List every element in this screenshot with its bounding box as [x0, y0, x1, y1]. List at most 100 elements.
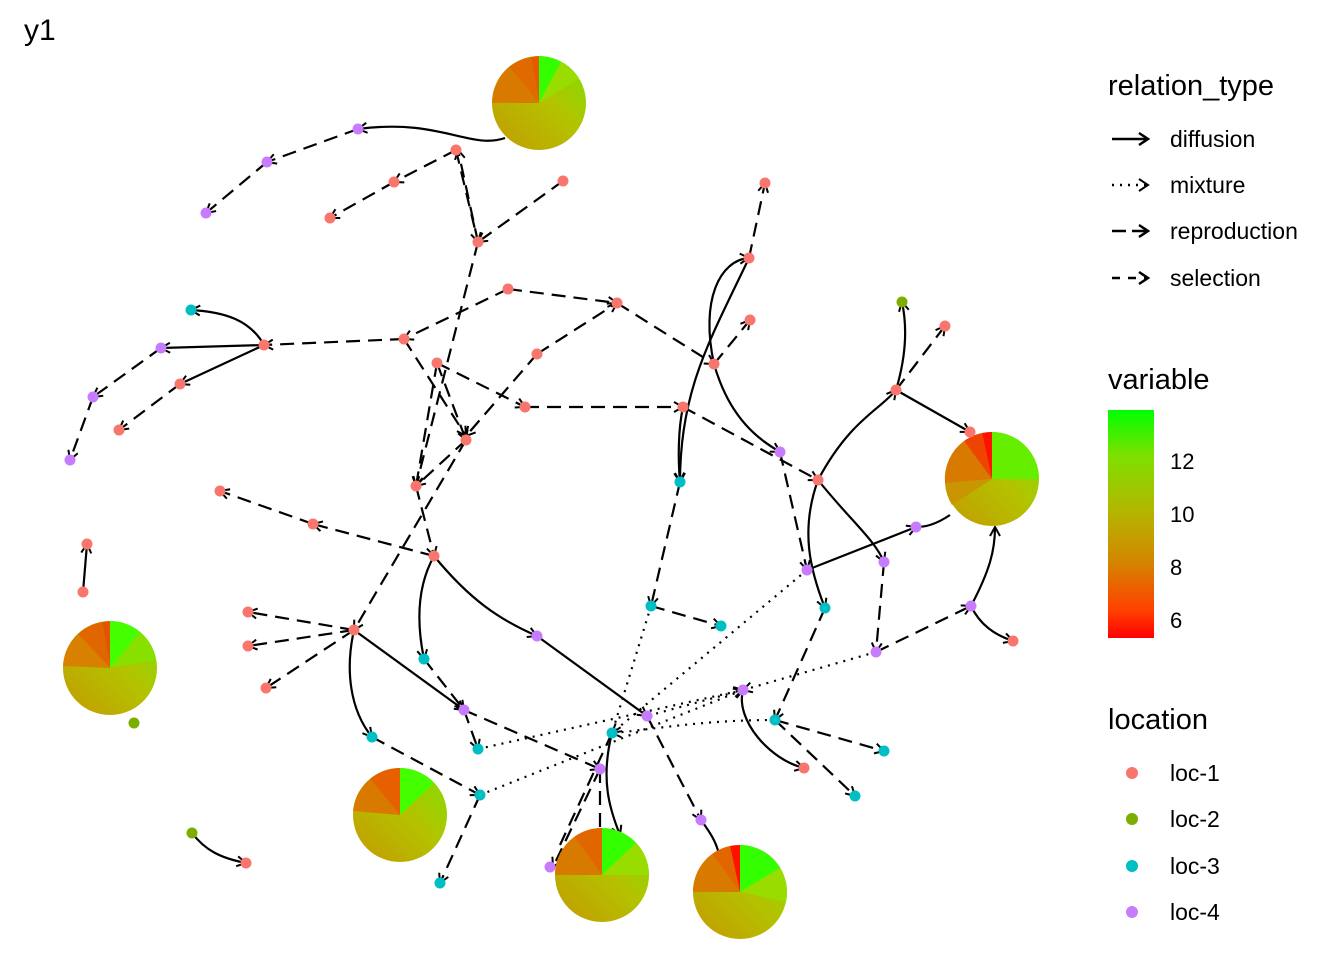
- node-loc-3: [769, 714, 781, 726]
- edge: [807, 479, 825, 608]
- node-loc-2: [128, 717, 140, 729]
- edge: [403, 338, 466, 436]
- edge: [119, 383, 181, 430]
- node-loc-1: [531, 348, 543, 360]
- edge: [651, 481, 682, 606]
- edge: [220, 491, 314, 526]
- node-loc-4: [641, 710, 653, 722]
- edge: [248, 612, 355, 632]
- edge: [433, 555, 537, 636]
- colorbar-tick-label: 6: [1170, 608, 1183, 633]
- legend-label-loc-3: loc-3: [1170, 853, 1220, 879]
- node-loc-1: [450, 144, 462, 156]
- pie-node: [63, 621, 157, 715]
- node-loc-3: [472, 743, 484, 755]
- node-loc-4: [965, 600, 977, 612]
- location-legend-keys: [1126, 767, 1138, 918]
- edge: [616, 302, 714, 364]
- node-loc-1: [307, 518, 319, 530]
- edge: [191, 310, 265, 346]
- node-loc-1: [964, 426, 976, 438]
- node-loc-3: [645, 600, 657, 612]
- node-loc-3: [878, 745, 890, 757]
- legend-key-reproduction: [1112, 223, 1151, 239]
- node-loc-1: [174, 378, 186, 390]
- edge: [416, 362, 439, 486]
- node-loc-4: [878, 556, 890, 568]
- node-loc-4: [774, 446, 786, 458]
- edge: [191, 832, 246, 863]
- edge: [248, 628, 355, 646]
- edge: [313, 524, 435, 558]
- node-loc-1: [519, 401, 531, 413]
- pie-nodes: [63, 56, 1039, 939]
- edge: [161, 345, 265, 348]
- colorbar-tick-label: 12: [1170, 449, 1195, 474]
- edge: [778, 451, 807, 570]
- node-loc-1: [744, 314, 756, 326]
- node-loc-4: [910, 521, 922, 533]
- edge: [458, 150, 480, 243]
- node-loc-1: [460, 434, 472, 446]
- legend-key-loc-4: [1126, 906, 1138, 918]
- node-loc-4: [594, 763, 606, 775]
- node-loc-1: [677, 401, 689, 413]
- edge: [895, 389, 970, 432]
- edge: [876, 561, 886, 652]
- node-loc-4: [695, 814, 707, 826]
- legend-key-diffusion: [1112, 131, 1151, 147]
- node-loc-1: [214, 485, 226, 497]
- node-loc-1: [240, 857, 252, 869]
- node-loc-1: [348, 624, 360, 636]
- edge: [743, 650, 877, 690]
- legend-label-diffusion: diffusion: [1170, 126, 1256, 152]
- edge: [875, 606, 971, 653]
- edge: [358, 127, 506, 142]
- node-loc-3: [715, 620, 727, 632]
- edge: [680, 257, 750, 482]
- edge: [463, 708, 600, 769]
- legend-label-mixture: mixture: [1170, 172, 1246, 198]
- legend-label-loc-4: loc-4: [1170, 899, 1220, 925]
- node-loc-4: [200, 207, 212, 219]
- node-loc-3: [849, 790, 861, 802]
- edge: [478, 180, 564, 242]
- node-loc-3: [185, 304, 197, 316]
- node-loc-1: [472, 236, 484, 248]
- edge: [646, 715, 701, 820]
- node-loc-4: [737, 684, 749, 696]
- edge: [93, 347, 162, 397]
- edge: [612, 718, 776, 733]
- pie-node: [692, 844, 787, 939]
- node-loc-1: [77, 586, 89, 598]
- node-loc-1: [1007, 635, 1019, 647]
- node-loc-3: [418, 653, 430, 665]
- edge: [353, 629, 464, 710]
- node-loc-1: [502, 283, 514, 295]
- relation-type-legend-keys: [1112, 131, 1151, 286]
- edge: [507, 287, 617, 303]
- node-loc-3: [606, 727, 618, 739]
- edge: [817, 390, 896, 481]
- edge: [553, 768, 601, 867]
- edge: [354, 439, 467, 630]
- node-loc-1: [324, 212, 336, 224]
- edge: [774, 719, 855, 796]
- edge: [419, 555, 435, 659]
- edge: [817, 479, 884, 562]
- edge: [267, 127, 359, 162]
- node-loc-4: [261, 156, 273, 168]
- node-loc-1: [890, 384, 902, 396]
- edge: [440, 794, 482, 883]
- edge: [266, 629, 355, 688]
- node-loc-1: [260, 682, 272, 694]
- edge: [708, 258, 749, 365]
- edge: [895, 326, 945, 391]
- edge: [894, 302, 905, 391]
- edge: [394, 149, 457, 182]
- edge: [536, 635, 647, 716]
- edge: [348, 629, 372, 737]
- edge: [612, 569, 808, 733]
- node-loc-1: [398, 333, 410, 345]
- legend-label-selection: selection: [1170, 265, 1261, 291]
